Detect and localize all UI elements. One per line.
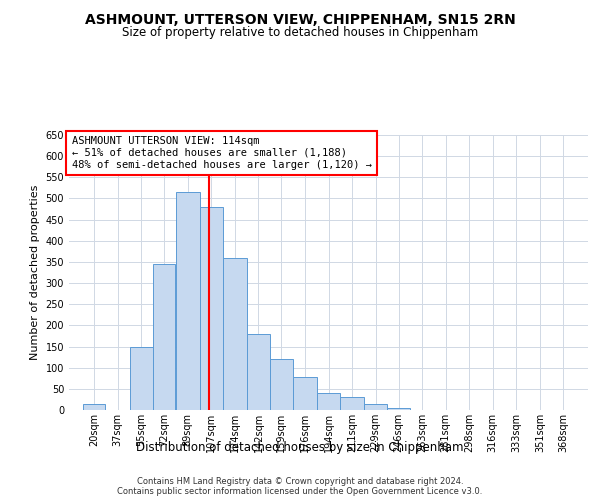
Bar xyxy=(387,408,410,410)
Bar xyxy=(270,359,293,410)
Bar xyxy=(223,258,247,410)
Text: Contains public sector information licensed under the Open Government Licence v3: Contains public sector information licen… xyxy=(118,486,482,496)
Y-axis label: Number of detached properties: Number of detached properties xyxy=(30,185,40,360)
Text: Distribution of detached houses by size in Chippenham: Distribution of detached houses by size … xyxy=(136,441,464,454)
Bar xyxy=(247,334,270,410)
Bar xyxy=(153,264,175,410)
Text: ASHMOUNT UTTERSON VIEW: 114sqm
← 51% of detached houses are smaller (1,188)
48% : ASHMOUNT UTTERSON VIEW: 114sqm ← 51% of … xyxy=(71,136,371,170)
Bar xyxy=(83,404,106,410)
Bar xyxy=(176,192,200,410)
Text: ASHMOUNT, UTTERSON VIEW, CHIPPENHAM, SN15 2RN: ASHMOUNT, UTTERSON VIEW, CHIPPENHAM, SN1… xyxy=(85,12,515,26)
Bar xyxy=(364,404,387,410)
Bar xyxy=(200,207,223,410)
Bar xyxy=(130,346,152,410)
Bar xyxy=(340,398,364,410)
Bar xyxy=(317,393,340,410)
Text: Contains HM Land Registry data © Crown copyright and database right 2024.: Contains HM Land Registry data © Crown c… xyxy=(137,476,463,486)
Text: Size of property relative to detached houses in Chippenham: Size of property relative to detached ho… xyxy=(122,26,478,39)
Bar xyxy=(293,377,317,410)
